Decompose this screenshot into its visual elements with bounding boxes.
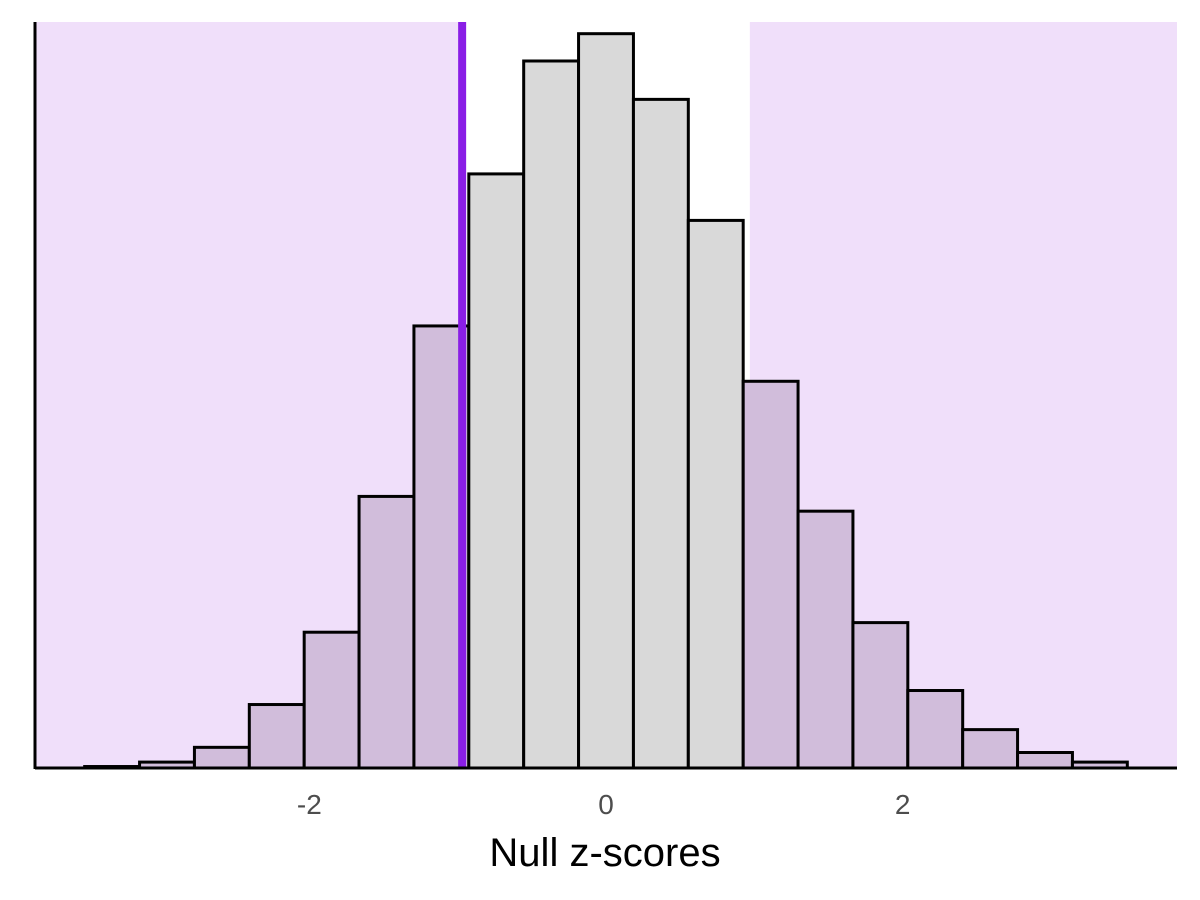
x-axis-ticks: -2 0 2 <box>297 789 910 820</box>
histogram-bar <box>357 494 416 770</box>
x-tick-label: 2 <box>895 789 911 820</box>
histogram-bar <box>192 745 251 770</box>
histogram-bar <box>247 703 306 770</box>
histogram-bar <box>522 59 581 770</box>
x-axis-title: Null z-scores <box>489 831 720 875</box>
axes <box>33 22 1177 770</box>
histogram-bar <box>631 97 690 770</box>
histogram-bar <box>851 621 910 770</box>
histogram-bar <box>577 32 635 770</box>
histogram-bar <box>961 728 1020 770</box>
histogram-bar <box>467 172 526 770</box>
histogram-bars <box>83 32 1129 770</box>
rejection-region-shading <box>35 22 1177 768</box>
histogram-bar <box>741 379 800 770</box>
x-tick-label: -2 <box>297 789 322 820</box>
x-tick-label: 0 <box>598 789 614 820</box>
histogram-bar <box>796 509 855 770</box>
histogram-bar <box>906 689 965 770</box>
histogram-bar <box>302 630 361 770</box>
histogram-bar <box>1016 751 1074 770</box>
histogram-bar <box>686 218 745 770</box>
